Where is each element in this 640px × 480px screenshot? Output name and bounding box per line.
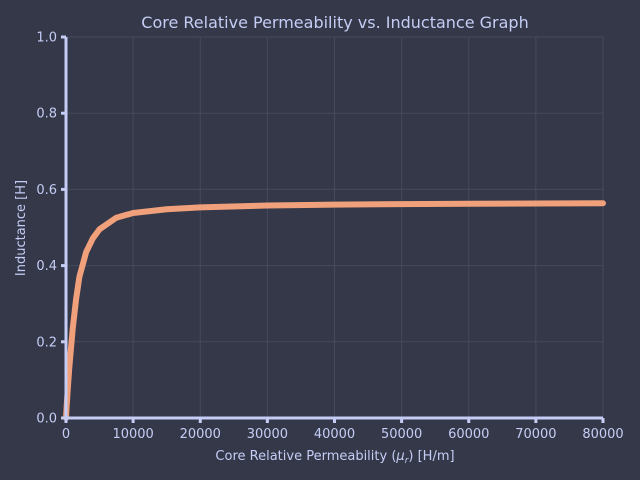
y-tick-label: 0.6: [36, 183, 57, 198]
series-layer: [63, 200, 606, 421]
x-tick-label: 50000: [381, 427, 422, 442]
y-tick-label: 0.0: [36, 412, 57, 427]
y-axis-label: Inductance [H]: [14, 180, 29, 276]
x-tick-label: 40000: [314, 427, 355, 442]
x-tick-label: 70000: [515, 427, 556, 442]
x-tick-label: 20000: [180, 427, 221, 442]
y-tick-label: 0.8: [36, 107, 57, 122]
ticks: 0 10000 20000 30000 40000 50000 60000 70000 8000…: [36, 31, 623, 443]
x-tick-label: 80000: [582, 427, 623, 442]
x-tick-label: 30000: [247, 427, 288, 442]
y-tick-label: 0.4: [36, 259, 57, 274]
x-tick-label: 0: [62, 427, 70, 442]
x-tick-label: 10000: [112, 427, 153, 442]
x-tick-label: 60000: [448, 427, 489, 442]
series-line: [63, 200, 606, 421]
grid: [65, 36, 604, 419]
axes: [64, 37, 603, 420]
y-tick-label: 1.0: [36, 31, 57, 46]
y-tick-label: 0.2: [36, 335, 57, 350]
chart-title: Core Relative Permeability vs. Inductanc…: [141, 13, 528, 32]
x-axis-label: Core Relative Permeability (μr) [H/m]: [215, 449, 454, 466]
